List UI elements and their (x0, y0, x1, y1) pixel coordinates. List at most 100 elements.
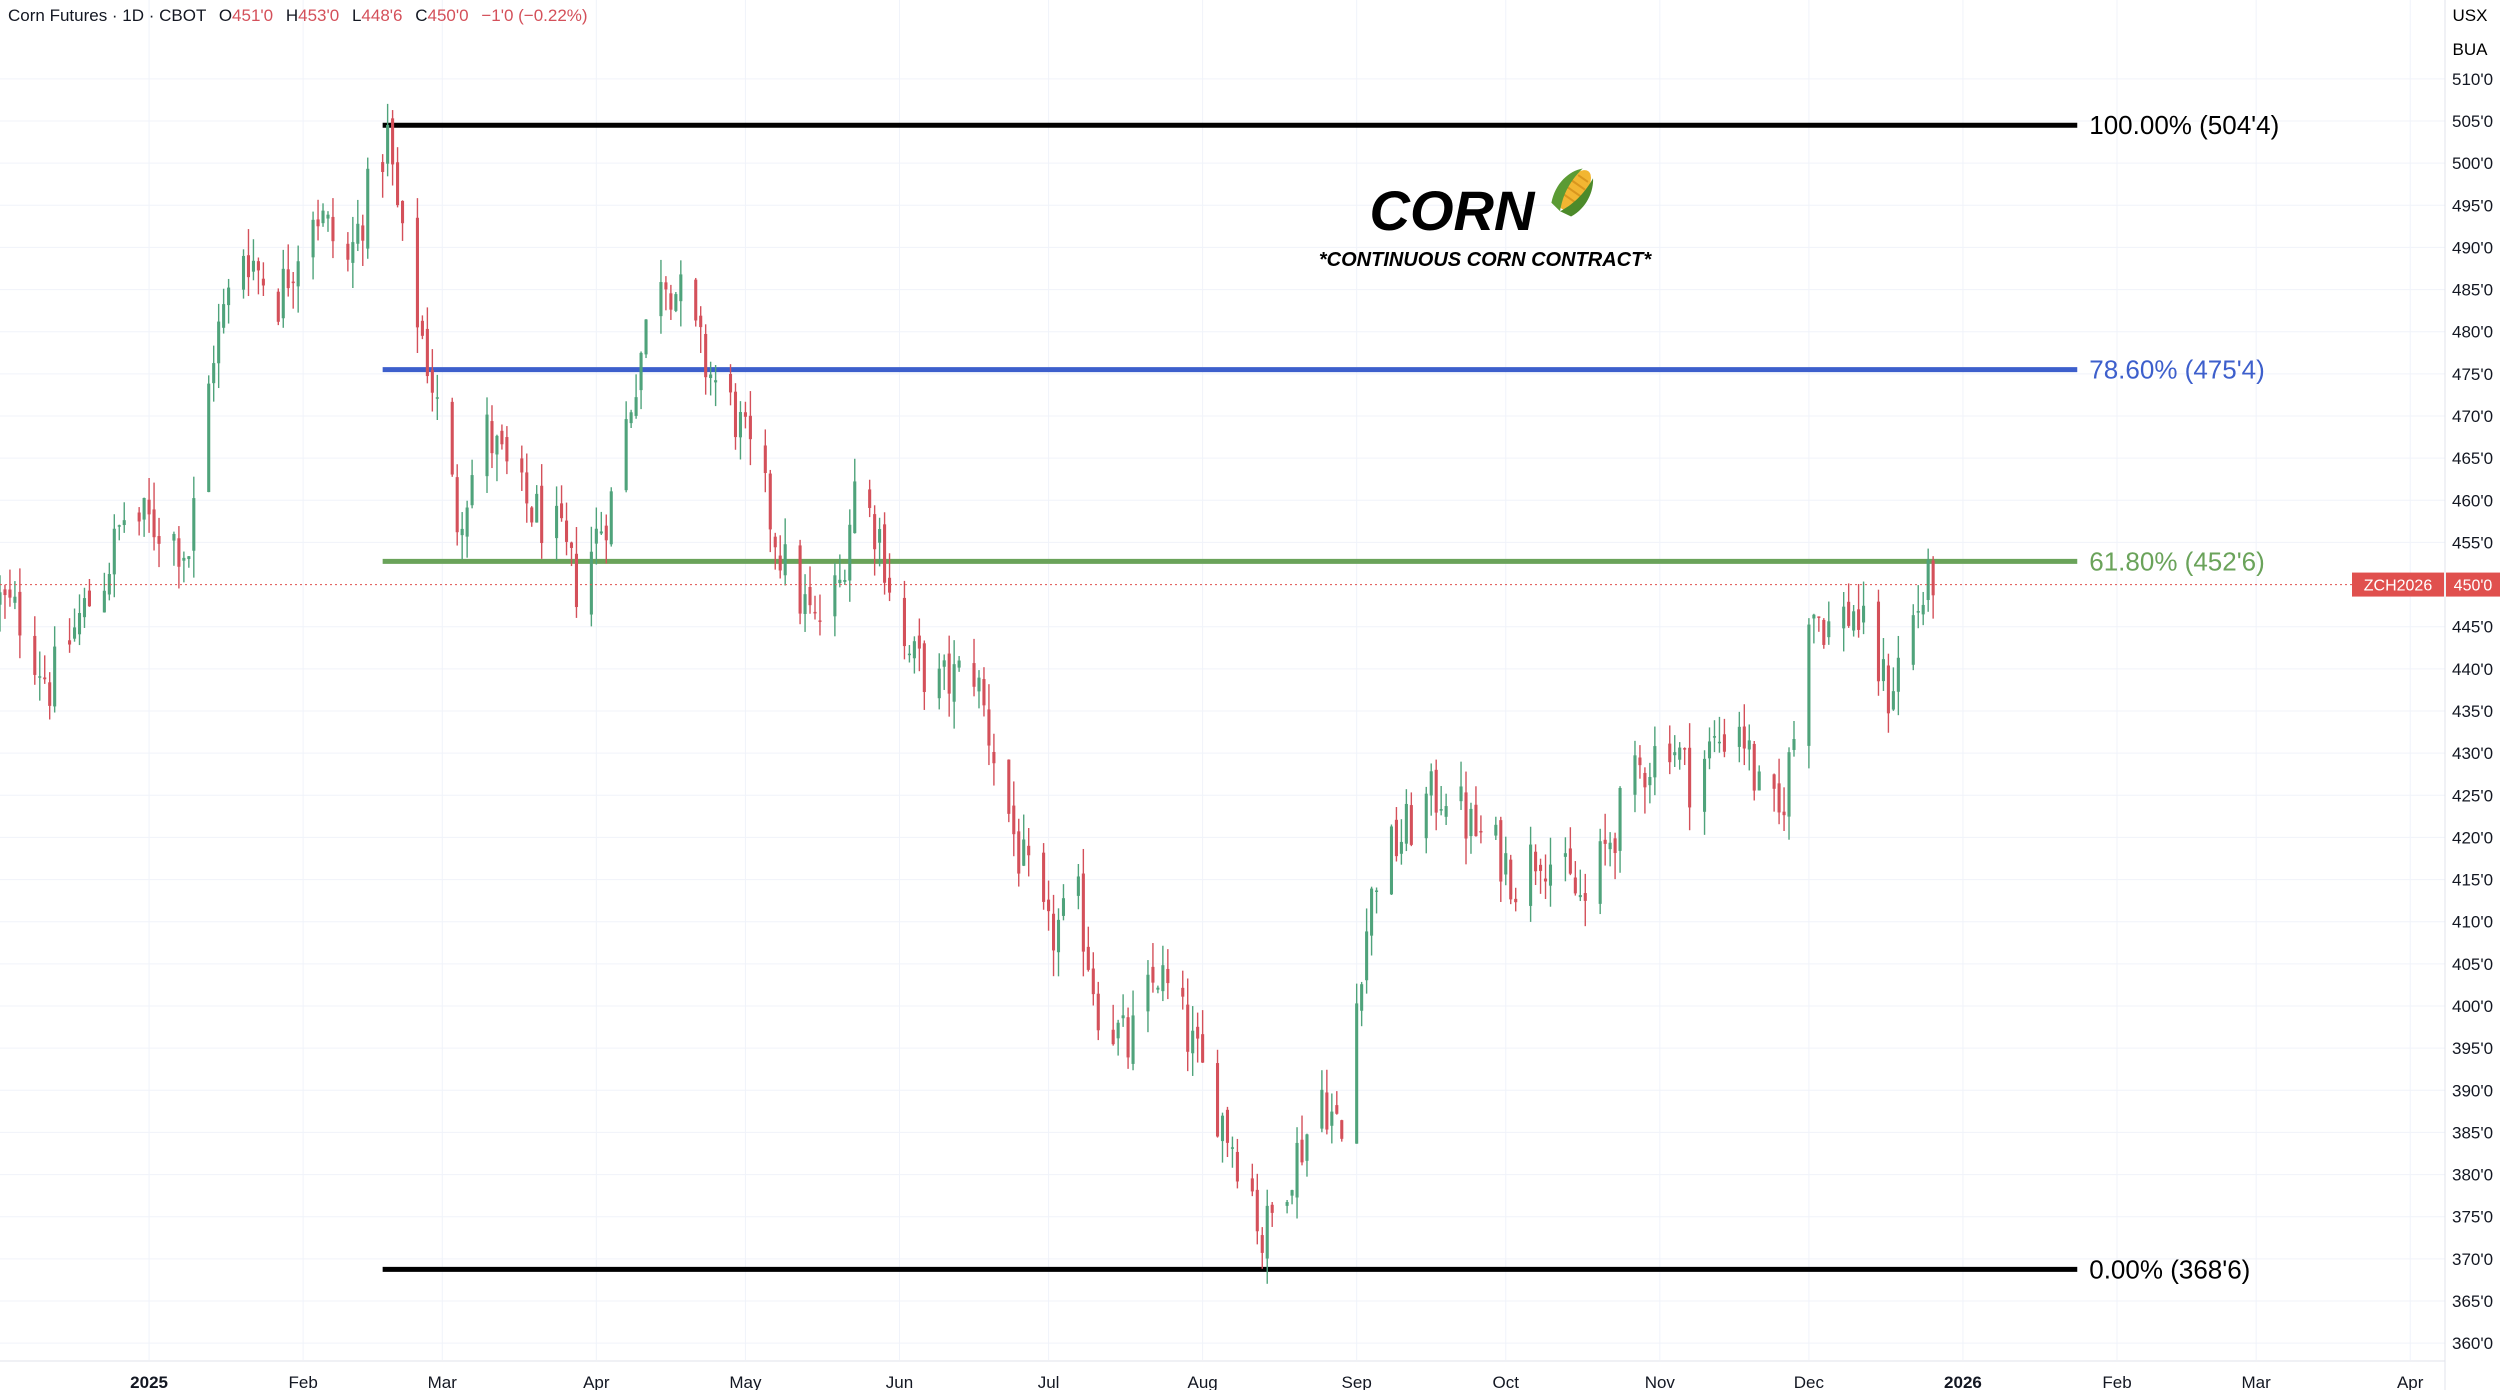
candle-body (902, 597, 906, 647)
candle (1081, 848, 1085, 977)
candle (1529, 826, 1533, 922)
candle (1230, 1136, 1234, 1168)
candle-body (922, 643, 926, 693)
candle-body (1563, 853, 1567, 857)
candle (1494, 816, 1498, 841)
candle (316, 199, 320, 241)
candle (470, 459, 474, 509)
candle (883, 512, 887, 595)
candle (1255, 1173, 1259, 1245)
candle-body (1683, 748, 1687, 750)
candle (709, 361, 713, 396)
candle-body (261, 278, 265, 286)
candle-body (1424, 793, 1428, 839)
candle (1633, 740, 1637, 813)
candle (1822, 618, 1826, 649)
candle-body (381, 162, 385, 172)
candle (311, 211, 315, 280)
candle-body (629, 412, 633, 424)
candle (1613, 832, 1617, 880)
candle (172, 531, 176, 566)
candle (117, 524, 121, 541)
candle (33, 616, 37, 685)
candle-body (1220, 1115, 1225, 1142)
candle (1891, 667, 1895, 711)
y-tick-label: 435'0 (2452, 702, 2493, 721)
candle (227, 278, 231, 324)
candle (1340, 1119, 1344, 1142)
corn-icon (1551, 168, 1594, 217)
candle-body (888, 577, 892, 593)
candle-body (1265, 1205, 1269, 1259)
candle (1161, 945, 1165, 1002)
candle (922, 640, 926, 710)
fibonacci-levels: 100.00% (504'4) 78.60% (475'4) 61.80% (452… (382, 110, 2279, 1284)
candle-body (1047, 899, 1051, 912)
candle (1181, 970, 1185, 1010)
candle-body (803, 594, 807, 614)
candle-body (147, 499, 151, 515)
candle (43, 655, 47, 684)
candle-body (435, 397, 439, 399)
candle (609, 487, 613, 547)
candle-body (733, 391, 738, 438)
candle (1156, 985, 1160, 994)
close-label: C (415, 6, 427, 25)
candle-body (883, 524, 887, 583)
fib-label: 61.80% (452'6) (2089, 546, 2265, 576)
candle (634, 374, 638, 419)
candle-body (73, 627, 77, 639)
x-tick-label: May (729, 1373, 762, 1390)
open-label: O (219, 6, 232, 25)
candle (435, 374, 439, 420)
candle (152, 482, 156, 551)
candle-body (107, 574, 111, 595)
x-tick-label: Oct (1493, 1373, 1520, 1390)
candle-body (1459, 786, 1463, 802)
candle (356, 199, 360, 252)
candle (535, 485, 539, 523)
candle-body (525, 472, 529, 504)
candle-body (1444, 806, 1448, 817)
candle-body (470, 475, 474, 506)
candle (808, 566, 812, 614)
candle (937, 653, 941, 710)
candle-body (1111, 1029, 1115, 1045)
candle-body (415, 217, 419, 328)
candle (420, 315, 424, 340)
candle-body (1404, 803, 1408, 844)
candle-body (1633, 755, 1637, 795)
candle (157, 517, 161, 568)
candle (331, 198, 335, 259)
candle-body (609, 491, 613, 545)
candle (122, 502, 126, 533)
x-tick-label: Mar (428, 1373, 458, 1390)
candle-body (1911, 615, 1915, 665)
candle (241, 249, 246, 299)
candle-body (296, 261, 300, 287)
candle (1479, 815, 1483, 844)
candle-body (1439, 809, 1443, 811)
candle (992, 733, 996, 786)
candle-body (743, 412, 747, 417)
candle-body (1161, 965, 1165, 992)
candle-body (1061, 898, 1066, 916)
candle (768, 469, 772, 553)
candle-body (907, 653, 911, 656)
candle (803, 574, 807, 632)
candle (1022, 814, 1026, 867)
candle-body (868, 489, 872, 508)
candle (1399, 819, 1403, 865)
candle-body (1126, 1017, 1130, 1058)
candle (1220, 1112, 1225, 1163)
candle-body (1096, 993, 1100, 1031)
candle-body (1429, 771, 1433, 796)
candle-body (1881, 659, 1885, 682)
candle (629, 409, 633, 429)
candle (1335, 1091, 1339, 1115)
candle (1290, 1189, 1294, 1205)
candle-body (634, 397, 638, 416)
candle (1737, 711, 1741, 763)
candle-body (1737, 726, 1741, 747)
candle-body (644, 319, 648, 355)
